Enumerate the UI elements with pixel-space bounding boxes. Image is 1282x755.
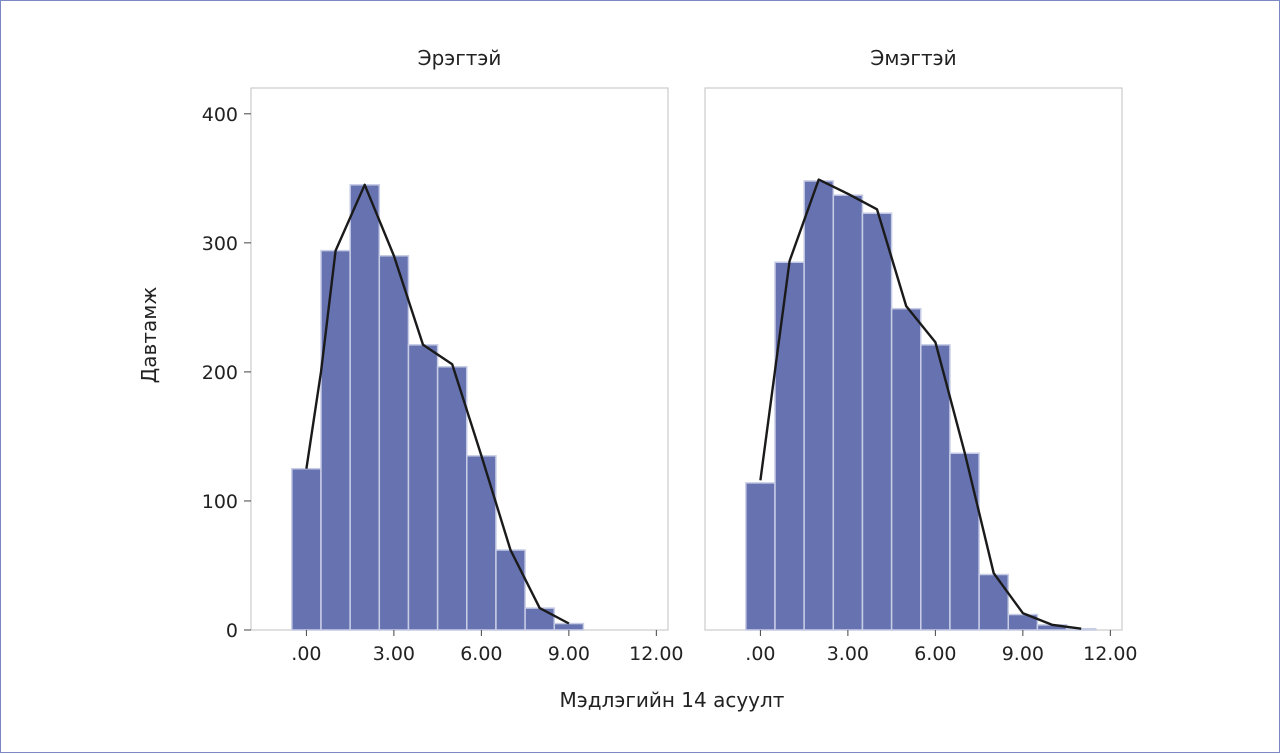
histogram-bar <box>378 255 410 631</box>
panel-title: Эрэгтэй <box>418 46 502 70</box>
histogram-bar <box>436 365 468 631</box>
y-tick-label: 200 <box>202 362 238 384</box>
histogram-bar <box>553 622 585 631</box>
frequency-curve <box>759 178 1082 630</box>
x-tick-label: 12.00 <box>629 643 683 665</box>
y-tick-label: 400 <box>202 104 238 126</box>
histogram-bar <box>774 261 805 631</box>
histogram-bar <box>949 452 980 631</box>
histogram-bar <box>920 344 951 631</box>
panel-2: Эмэгтэй .00 3.00 6.00 9.00 12.00 <box>704 46 1138 665</box>
histogram-bar <box>978 573 1010 631</box>
x-tick-label: 6.00 <box>460 643 502 665</box>
x-tick-label: 6.00 <box>914 643 956 665</box>
histogram-bar <box>349 184 381 631</box>
x-tick-label: 3.00 <box>373 643 415 665</box>
x-axis-title: Мэдлэгийн 14 асуулт <box>560 688 785 712</box>
histogram-bar <box>524 607 556 631</box>
x-tick-label: .00 <box>291 643 321 665</box>
panel-title: Эмэгтэй <box>870 46 956 70</box>
histogram-bar <box>832 194 864 631</box>
y-tick-label: 300 <box>202 233 238 255</box>
histogram-bar <box>466 455 497 631</box>
histogram-bar <box>861 212 893 631</box>
histogram-bar <box>291 467 322 631</box>
histogram-bar <box>890 307 922 631</box>
x-tick-label: 3.00 <box>827 643 869 665</box>
y-tick-label: 0 <box>226 620 238 642</box>
x-tick-label: 12.00 <box>1083 643 1137 665</box>
histogram-bar <box>803 180 835 631</box>
panel-1: Эрэгтэй .00 3.00 6.00 9.00 12.00 <box>250 46 684 665</box>
y-axis-title: Давтамж <box>137 287 161 384</box>
y-axis: 0 100 200 300 400 <box>202 104 251 642</box>
histogram-bar <box>1065 627 1097 631</box>
x-tick-label: .00 <box>745 643 775 665</box>
histogram-bar <box>745 482 776 631</box>
x-tick-label: 9.00 <box>1002 643 1044 665</box>
y-tick-label: 100 <box>202 491 238 513</box>
x-tick-label: 9.00 <box>548 643 590 665</box>
histogram-bar <box>495 549 526 631</box>
panels: Эрэгтэй .00 3.00 6.00 9.00 12.00 Эмэгтэй .00 3.0… <box>250 46 1138 665</box>
histogram-bar <box>320 249 351 631</box>
frequency-curve <box>305 183 570 625</box>
histogram-bar <box>407 344 439 631</box>
